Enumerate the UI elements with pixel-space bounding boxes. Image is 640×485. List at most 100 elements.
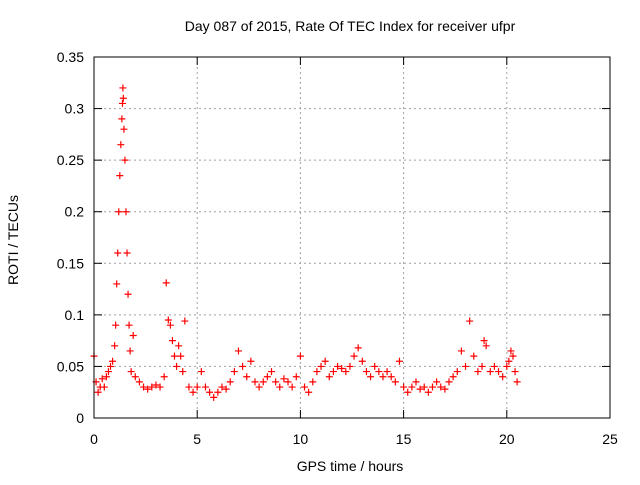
data-point — [404, 388, 412, 396]
data-point — [109, 357, 117, 365]
data-point — [113, 280, 121, 288]
data-point — [230, 368, 238, 376]
data-point — [234, 347, 242, 355]
data-point — [94, 388, 102, 396]
data-point — [179, 368, 187, 376]
data-point — [486, 368, 494, 376]
data-point — [408, 383, 416, 391]
data-point — [509, 352, 517, 360]
data-point — [243, 373, 251, 381]
data-point — [131, 373, 139, 381]
data-point — [317, 362, 325, 370]
data-point — [135, 378, 143, 386]
data-point — [166, 321, 174, 329]
data-point — [263, 373, 271, 381]
grid-lines — [94, 57, 610, 418]
data-point — [334, 362, 342, 370]
data-point — [177, 352, 185, 360]
data-point — [119, 94, 127, 102]
x-tick-label: 20 — [499, 431, 515, 447]
data-point — [112, 321, 120, 329]
y-axis-label: ROTI / TECUs — [5, 195, 21, 285]
y-tick-label: 0.3 — [65, 101, 85, 117]
data-point — [354, 344, 362, 352]
x-tick-label: 5 — [193, 431, 201, 447]
data-point — [125, 321, 133, 329]
data-point — [117, 141, 125, 149]
y-tick-label: 0 — [76, 410, 84, 426]
data-point — [416, 385, 424, 393]
data-point — [505, 357, 513, 365]
x-tick-label: 15 — [396, 431, 412, 447]
data-point — [126, 347, 134, 355]
data-point — [168, 337, 176, 345]
data-point — [391, 378, 399, 386]
data-point — [513, 378, 521, 386]
data-point — [424, 388, 432, 396]
data-point — [119, 84, 127, 92]
data-point — [400, 383, 408, 391]
data-point — [338, 364, 346, 372]
data-point — [346, 362, 354, 370]
data-point — [478, 362, 486, 370]
data-point — [412, 378, 420, 386]
x-tick-label: 25 — [602, 431, 618, 447]
data-point — [100, 383, 108, 391]
data-point — [367, 373, 375, 381]
data-point — [206, 388, 214, 396]
plot-frame — [93, 56, 611, 419]
data-point — [118, 115, 126, 123]
data-point — [181, 317, 189, 325]
data-point — [164, 316, 172, 324]
chart-title: Day 087 of 2015, Rate Of TEC Index for r… — [185, 18, 516, 34]
data-point — [104, 368, 112, 376]
data-point — [122, 208, 130, 216]
data-point — [201, 383, 209, 391]
data-point — [218, 383, 226, 391]
y-tick-label: 0.15 — [57, 255, 84, 271]
data-point — [102, 373, 110, 381]
data-point — [121, 156, 129, 164]
data-point — [301, 383, 309, 391]
data-point — [437, 383, 445, 391]
data-point — [453, 368, 461, 376]
data-point — [272, 378, 280, 386]
data-point — [148, 383, 156, 391]
data-point — [197, 368, 205, 376]
data-point — [170, 352, 178, 360]
data-point — [162, 279, 170, 287]
data-point — [280, 375, 288, 383]
data-point — [185, 383, 193, 391]
data-point — [210, 393, 218, 401]
data-point — [189, 388, 197, 396]
data-point — [503, 362, 511, 370]
data-point — [362, 368, 370, 376]
data-point — [321, 357, 329, 365]
data-point — [387, 373, 395, 381]
data-point — [127, 368, 135, 376]
data-point — [111, 342, 119, 350]
y-tick-label: 0.1 — [65, 307, 85, 323]
data-point — [480, 337, 488, 345]
data-point — [118, 99, 126, 107]
data-point — [470, 352, 478, 360]
data-point — [474, 368, 482, 376]
data-point — [428, 383, 436, 391]
data-point — [350, 352, 358, 360]
data-point — [305, 388, 313, 396]
y-tick-label: 0.25 — [57, 152, 84, 168]
data-point — [107, 362, 115, 370]
data-point — [395, 357, 403, 365]
data-point — [214, 388, 222, 396]
data-point — [342, 368, 350, 376]
data-point — [375, 368, 383, 376]
data-point — [358, 357, 366, 365]
data-point — [123, 249, 131, 257]
y-tick-label: 0.05 — [57, 358, 84, 374]
axis-ticks — [93, 56, 611, 419]
data-point — [383, 368, 391, 376]
data-point — [441, 385, 449, 393]
data-point — [433, 378, 441, 386]
